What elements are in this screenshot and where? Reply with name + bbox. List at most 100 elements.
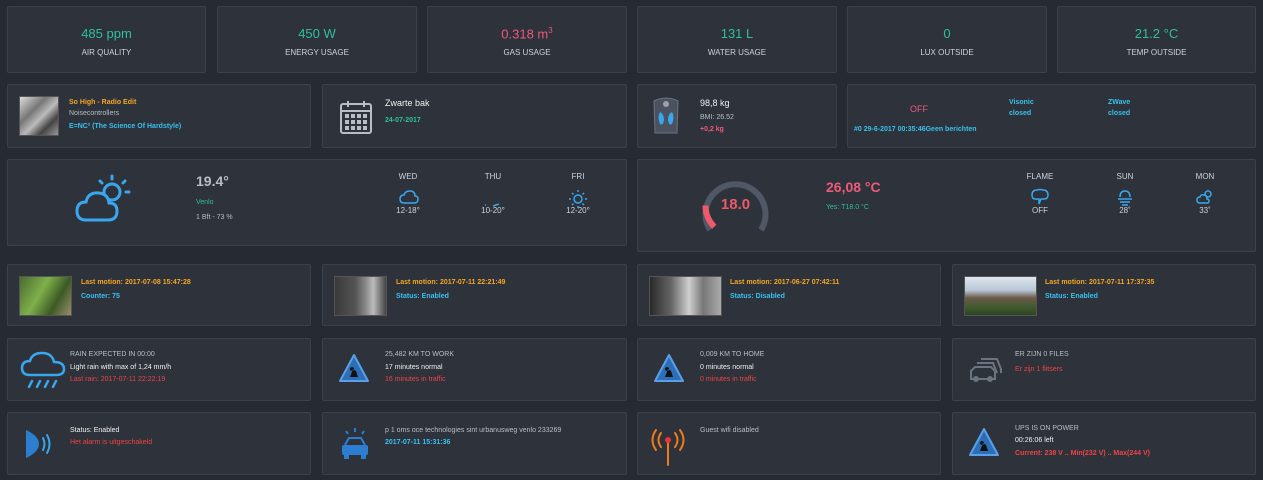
calendar-title: Zwarte bak xyxy=(385,98,430,108)
weather-card[interactable]: 19.4° Venlo 1 Bft - 73 % WED 12-18° THU … xyxy=(7,159,627,246)
wifi-card[interactable]: Guest wifi disabled xyxy=(637,412,941,475)
stat-value: 131 L xyxy=(720,26,754,41)
forecast-day-temp: 12-20° xyxy=(566,206,590,215)
zwave-state: closed xyxy=(1108,110,1131,117)
thermostat-setpoint: 18.0 xyxy=(720,196,751,213)
cloud-icon xyxy=(399,190,419,209)
camera-motion-label: Last motion: xyxy=(81,279,123,286)
sound-icon xyxy=(23,428,55,465)
ups-current: Current: 238 V .. Min(232 V) .. Max(244 … xyxy=(1015,450,1150,457)
files-card[interactable]: ER ZIJN 0 FILES Er zijn 1 flitsers xyxy=(952,338,1256,401)
camera-snapshot[interactable] xyxy=(649,276,722,316)
forecast-day: WED 12-18° xyxy=(378,172,438,215)
stat-value-sup: 3 xyxy=(548,26,553,35)
thermostat-current: 26,08 °C xyxy=(826,179,881,195)
extra-label: SUN xyxy=(1116,172,1134,181)
traffic-work-delay: 16 minutes in traffic xyxy=(385,376,446,383)
forecast-day: THU 10-20° xyxy=(463,172,523,215)
extra-label: MON xyxy=(1195,172,1215,181)
sun-icon xyxy=(568,189,588,214)
stat-water-usage: 131 L WATER USAGE xyxy=(637,6,837,73)
police-card[interactable]: p 1 oms oce technologies sint urbanusweg… xyxy=(322,412,627,475)
stat-label: WATER USAGE xyxy=(707,48,767,57)
traffic-home-title: 0,009 KM TO HOME xyxy=(700,351,765,358)
thermostat-extra: SUN 28˚ xyxy=(1095,172,1155,215)
camera-status: Status: Enabled xyxy=(396,293,449,300)
ups-left: 00:26:06 left xyxy=(1015,437,1054,444)
forecast-day-temp: 10-20° xyxy=(481,206,505,215)
thermostat-yesterday: Yes: T18.0 °C xyxy=(826,204,869,211)
files-title: ER ZIJN 0 FILES xyxy=(1015,351,1069,358)
alarm-card[interactable]: Status: Enabled Het alarm is uitgeschake… xyxy=(7,412,311,475)
thermostat-card[interactable]: 18.0 26,08 °C Yes: T18.0 °C FLAME OFF SU… xyxy=(637,159,1256,252)
ups-title: UPS IS ON POWER xyxy=(1015,425,1079,432)
rain-card[interactable]: RAIN EXPECTED IN 00:00 Light rain with m… xyxy=(7,338,311,401)
forecast-day-name: WED xyxy=(398,172,418,181)
stat-label: LUX OUTSIDE xyxy=(920,48,974,57)
camera-snapshot[interactable] xyxy=(19,276,72,316)
traffic-home-normal: 0 minutes normal xyxy=(700,364,754,371)
calendar-date: 24-07-2017 xyxy=(385,117,421,124)
antenna-icon xyxy=(650,427,686,472)
rain-title: RAIN EXPECTED IN 00:00 xyxy=(70,351,155,358)
alarm-panel-message: #0 29-6-2017 00:35:46Geen berichten xyxy=(854,126,977,133)
scale-bmi: BMI: 26.52 xyxy=(700,114,734,121)
stat-value: 0 xyxy=(943,26,951,41)
sun-hazy-icon xyxy=(1116,188,1134,211)
track-title: So High - Radio Edit xyxy=(69,99,137,106)
stat-label: AIR QUALITY xyxy=(81,48,132,57)
stat-label: GAS USAGE xyxy=(503,48,551,57)
thermostat-gauge: 18.0 xyxy=(698,168,773,248)
police-text: p 1 oms oce technologies sint urbanusweg… xyxy=(385,427,562,434)
stat-energy-usage: 450 W ENERGY USAGE xyxy=(217,6,417,73)
alarm-message: Het alarm is uitgeschakeld xyxy=(70,439,153,446)
stat-value-number: 0.318 m xyxy=(501,26,549,42)
files-flitsers: Er zijn 1 flitsers xyxy=(1015,366,1063,373)
traffic-work-normal: 17 minutes normal xyxy=(385,364,443,371)
stat-lux-outside: 0 LUX OUTSIDE xyxy=(847,6,1047,73)
cars-icon xyxy=(969,355,1003,388)
camera-status: Counter: 75 xyxy=(81,293,120,300)
extra-value: OFF xyxy=(1032,206,1048,215)
traffic-home-delay: 0 minutes in traffic xyxy=(700,376,757,383)
thermostat-extra: MON 33˚ xyxy=(1175,172,1235,215)
ups-card[interactable]: UPS IS ON POWER 00:26:06 left Current: 2… xyxy=(952,412,1256,475)
camera-card[interactable]: Last motion: 2017-07-11 17:37:35 Status:… xyxy=(952,264,1256,326)
camera-snapshot[interactable] xyxy=(334,276,387,316)
stat-temp-outside: 21.2 °C TEMP OUTSIDE xyxy=(1057,6,1256,73)
camera-card[interactable]: Last motion: 2017-07-11 22:21:49 Status:… xyxy=(322,264,627,326)
zwave-name: ZWave xyxy=(1108,99,1131,106)
partly-cloudy-icon xyxy=(74,174,136,229)
scale-card[interactable]: 98,8 kg BMI: 26.52 +0,2 kg xyxy=(637,84,837,148)
rain-cloud-icon xyxy=(20,351,68,396)
forecast-day-name: THU xyxy=(484,172,502,181)
camera-motion-label: Last motion: xyxy=(730,279,772,286)
alarm-panel-card[interactable]: OFF Visonic closed ZWave closed #0 29-6-… xyxy=(847,84,1256,148)
camera-motion-time: 2017-07-08 15:47:28 xyxy=(125,279,191,286)
alarm-status: Status: Enabled xyxy=(70,427,120,434)
track-artist: Noisecontrollers xyxy=(69,110,120,117)
camera-card[interactable]: Last motion: 2017-07-08 15:47:28 Counter… xyxy=(7,264,311,326)
rain-desc: Light rain with max of 1,24 mm/h xyxy=(70,364,172,371)
calendar-card[interactable]: Zwarte bak 24-07-2017 xyxy=(322,84,627,148)
traffic-home-card[interactable]: 0,009 KM TO HOME 0 minutes normal 0 minu… xyxy=(637,338,941,401)
scale-icon xyxy=(651,95,681,140)
traffic-work-card[interactable]: 25,482 KM TO WORK 17 minutes normal 16 m… xyxy=(322,338,627,401)
weather-place: Venlo xyxy=(196,199,214,206)
camera-status: Status: Enabled xyxy=(1045,293,1098,300)
album-art xyxy=(19,96,59,136)
warning-icon xyxy=(968,427,1000,462)
weather-wind: 1 Bft - 73 % xyxy=(196,214,233,221)
visonic-state: closed xyxy=(1009,110,1032,117)
track-album: E=NC² (The Science Of Hardstyle) xyxy=(69,123,182,130)
scale-weight: 98,8 kg xyxy=(700,98,730,108)
police-car-icon xyxy=(340,427,370,466)
stat-value: 21.2 °C xyxy=(1134,26,1179,41)
stat-value: 450 W xyxy=(298,26,336,41)
camera-snapshot[interactable] xyxy=(964,276,1037,316)
thermostat-extra: FLAME OFF xyxy=(1010,172,1070,215)
extra-value: 28˚ xyxy=(1119,206,1131,215)
forecast-day: FRI 12-20° xyxy=(548,172,608,215)
camera-card[interactable]: Last motion: 2017-06-27 07:42:11 Status:… xyxy=(637,264,941,326)
music-player-card[interactable]: So High - Radio Edit Noisecontrollers E=… xyxy=(7,84,311,148)
